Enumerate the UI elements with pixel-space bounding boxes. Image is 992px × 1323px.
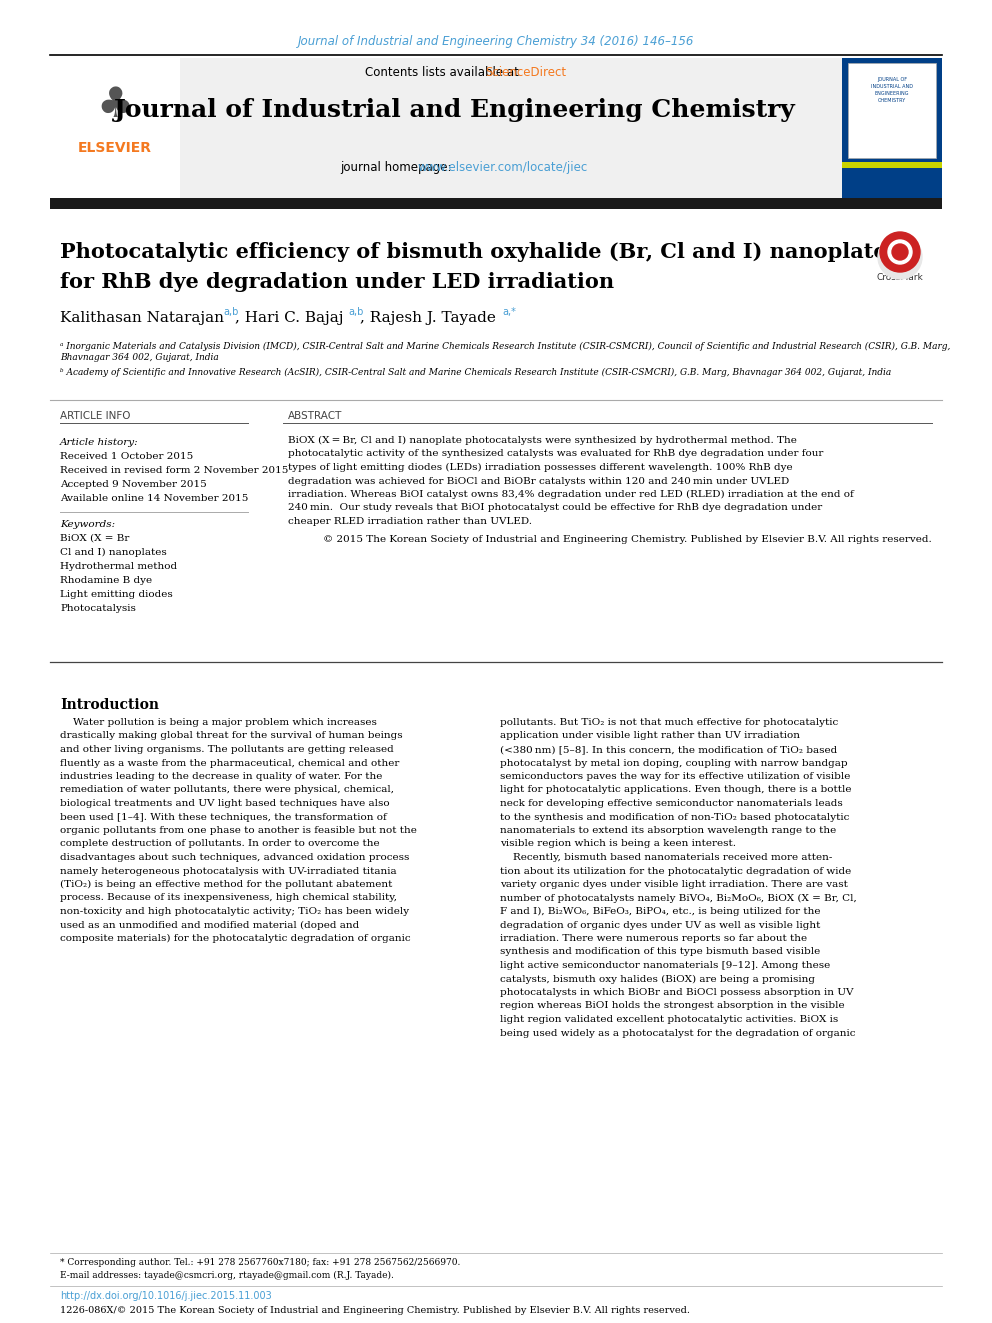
Text: synthesis and modification of this type bismuth based visible: synthesis and modification of this type … <box>500 947 820 957</box>
Circle shape <box>880 232 920 273</box>
Text: neck for developing effective semiconductor nanomaterials leads: neck for developing effective semiconduc… <box>500 799 843 808</box>
Text: a,b: a,b <box>348 307 363 318</box>
Text: degradation of organic dyes under UV as well as visible light: degradation of organic dyes under UV as … <box>500 921 820 930</box>
Text: ARTICLE INFO: ARTICLE INFO <box>60 411 131 421</box>
Text: ABSTRACT: ABSTRACT <box>288 411 342 421</box>
Text: CrossMark: CrossMark <box>877 274 924 283</box>
Text: nanomaterials to extend its absorption wavelength range to the: nanomaterials to extend its absorption w… <box>500 826 836 835</box>
Text: Kalithasan Natarajan: Kalithasan Natarajan <box>60 311 224 325</box>
Text: 240 min.  Our study reveals that BiOI photocatalyst could be effective for RhB d: 240 min. Our study reveals that BiOI pho… <box>288 504 822 512</box>
Text: 1226-086X/© 2015 The Korean Society of Industrial and Engineering Chemistry. Pub: 1226-086X/© 2015 The Korean Society of I… <box>60 1306 690 1315</box>
Text: types of light emitting diodes (LEDs) irradiation possesses different wavelength: types of light emitting diodes (LEDs) ir… <box>288 463 793 472</box>
Text: a,*: a,* <box>502 307 516 318</box>
Text: journal homepage:: journal homepage: <box>340 161 455 175</box>
Text: been used [1–4]. With these techniques, the transformation of: been used [1–4]. With these techniques, … <box>60 812 387 822</box>
Text: Hydrothermal method: Hydrothermal method <box>60 562 178 572</box>
Text: Water pollution is being a major problem which increases: Water pollution is being a major problem… <box>60 718 377 728</box>
Text: remediation of water pollutants, there were physical, chemical,: remediation of water pollutants, there w… <box>60 786 394 795</box>
Text: photocatalytic activity of the synthesized catalysts was evaluated for RhB dye d: photocatalytic activity of the synthesiz… <box>288 450 823 459</box>
Text: ScienceDirect: ScienceDirect <box>485 66 566 79</box>
Bar <box>842 58 942 198</box>
Text: a,b: a,b <box>223 307 238 318</box>
Text: Article history:: Article history: <box>60 438 139 447</box>
Text: complete destruction of pollutants. In order to overcome the: complete destruction of pollutants. In o… <box>60 840 380 848</box>
Text: Light emitting diodes: Light emitting diodes <box>60 590 173 599</box>
Text: number of photocatalysts namely BiVO₄, Bi₂MoO₆, BiOX (X = Br, Cl,: number of photocatalysts namely BiVO₄, B… <box>500 893 857 902</box>
Text: catalysts, bismuth oxy halides (BiOX) are being a promising: catalysts, bismuth oxy halides (BiOX) ar… <box>500 975 815 983</box>
Text: for RhB dye degradation under LED irradiation: for RhB dye degradation under LED irradi… <box>60 273 614 292</box>
Text: composite materials) for the photocatalytic degradation of organic: composite materials) for the photocataly… <box>60 934 411 943</box>
Text: (TiO₂) is being an effective method for the pollutant abatement: (TiO₂) is being an effective method for … <box>60 880 393 889</box>
Text: namely heterogeneous photocatalysis with UV-irradiated titania: namely heterogeneous photocatalysis with… <box>60 867 397 876</box>
Text: cheaper RLED irradiation rather than UVLED.: cheaper RLED irradiation rather than UVL… <box>288 517 532 527</box>
Text: irradiation. There were numerous reports so far about the: irradiation. There were numerous reports… <box>500 934 807 943</box>
Text: JOURNAL OF
INDUSTRIAL AND
ENGINEERING
CHEMISTRY: JOURNAL OF INDUSTRIAL AND ENGINEERING CH… <box>871 77 913 103</box>
Circle shape <box>888 239 912 265</box>
Text: application under visible light rather than UV irradiation: application under visible light rather t… <box>500 732 800 741</box>
Text: Accepted 9 November 2015: Accepted 9 November 2015 <box>60 480 206 490</box>
Circle shape <box>878 235 922 279</box>
Text: www.elsevier.com/locate/jiec: www.elsevier.com/locate/jiec <box>418 161 587 175</box>
Text: disadvantages about such techniques, advanced oxidation process: disadvantages about such techniques, adv… <box>60 853 410 863</box>
Text: semiconductors paves the way for its effective utilization of visible: semiconductors paves the way for its eff… <box>500 773 850 781</box>
Bar <box>50 58 180 198</box>
Text: BiOX (X = Br, Cl and I) nanoplate photocatalysts were synthesized by hydrotherma: BiOX (X = Br, Cl and I) nanoplate photoc… <box>288 437 797 445</box>
Text: Keywords:: Keywords: <box>60 520 115 529</box>
Text: fluently as a waste from the pharmaceutical, chemical and other: fluently as a waste from the pharmaceuti… <box>60 758 400 767</box>
Bar <box>842 161 942 168</box>
Text: Contents lists available at: Contents lists available at <box>365 66 523 79</box>
Text: drastically making global threat for the survival of human beings: drastically making global threat for the… <box>60 732 403 741</box>
Text: ELSEVIER: ELSEVIER <box>78 142 152 155</box>
Text: biological treatments and UV light based techniques have also: biological treatments and UV light based… <box>60 799 390 808</box>
Bar <box>50 198 942 209</box>
Text: visible region which is being a keen interest.: visible region which is being a keen int… <box>500 840 736 848</box>
Text: Available online 14 November 2015: Available online 14 November 2015 <box>60 493 248 503</box>
Text: ♣: ♣ <box>96 83 134 126</box>
Text: photocatalysts in which BiOBr and BiOCl possess absorption in UV: photocatalysts in which BiOBr and BiOCl … <box>500 988 853 998</box>
Text: Photocatalysis: Photocatalysis <box>60 605 136 613</box>
Text: E-mail addresses: tayade@csmcri.org, rtayade@gmail.com (R.J. Tayade).: E-mail addresses: tayade@csmcri.org, rta… <box>60 1271 394 1281</box>
Text: tion about its utilization for the photocatalytic degradation of wide: tion about its utilization for the photo… <box>500 867 851 876</box>
Text: process. Because of its inexpensiveness, high chemical stability,: process. Because of its inexpensiveness,… <box>60 893 397 902</box>
Text: used as an unmodified and modified material (doped and: used as an unmodified and modified mater… <box>60 921 359 930</box>
Text: degradation was achieved for BiOCl and BiOBr catalysts within 120 and 240 min un: degradation was achieved for BiOCl and B… <box>288 476 790 486</box>
Text: organic pollutants from one phase to another is feasible but not the: organic pollutants from one phase to ano… <box>60 826 417 835</box>
Text: irradiation. Whereas BiOI catalyst owns 83,4% degradation under red LED (RLED) i: irradiation. Whereas BiOI catalyst owns … <box>288 490 854 499</box>
Text: light for photocatalytic applications. Even though, there is a bottle: light for photocatalytic applications. E… <box>500 786 851 795</box>
Text: Cl and I) nanoplates: Cl and I) nanoplates <box>60 548 167 557</box>
Text: , Hari C. Bajaj: , Hari C. Bajaj <box>235 311 343 325</box>
Text: photocatalyst by metal ion doping, coupling with narrow bandgap: photocatalyst by metal ion doping, coupl… <box>500 758 847 767</box>
Text: * Corresponding author. Tel.: +91 278 2567760x7180; fax: +91 278 2567562/2566970: * Corresponding author. Tel.: +91 278 25… <box>60 1258 460 1267</box>
Text: , Rajesh J. Tayade: , Rajesh J. Tayade <box>360 311 496 325</box>
Text: ᵃ Inorganic Materials and Catalysis Division (IMCD), CSIR-Central Salt and Marin: ᵃ Inorganic Materials and Catalysis Divi… <box>60 343 950 361</box>
Text: Received 1 October 2015: Received 1 October 2015 <box>60 452 193 460</box>
Text: © 2015 The Korean Society of Industrial and Engineering Chemistry. Published by : © 2015 The Korean Society of Industrial … <box>323 534 932 544</box>
Text: non-toxicity and high photocatalytic activity; TiO₂ has been widely: non-toxicity and high photocatalytic act… <box>60 908 409 916</box>
Text: http://dx.doi.org/10.1016/j.jiec.2015.11.003: http://dx.doi.org/10.1016/j.jiec.2015.11… <box>60 1291 272 1301</box>
Text: Rhodamine B dye: Rhodamine B dye <box>60 576 152 585</box>
Text: and other living organisms. The pollutants are getting released: and other living organisms. The pollutan… <box>60 745 394 754</box>
Text: Journal of Industrial and Engineering Chemistry 34 (2016) 146–156: Journal of Industrial and Engineering Ch… <box>298 36 694 49</box>
Text: (<380 nm) [5–8]. In this concern, the modification of TiO₂ based: (<380 nm) [5–8]. In this concern, the mo… <box>500 745 837 754</box>
Text: Introduction: Introduction <box>60 699 159 712</box>
Text: light region validated excellent photocatalytic activities. BiOX is: light region validated excellent photoca… <box>500 1015 838 1024</box>
Text: being used widely as a photocatalyst for the degradation of organic: being used widely as a photocatalyst for… <box>500 1028 855 1037</box>
Text: industries leading to the decrease in quality of water. For the: industries leading to the decrease in qu… <box>60 773 382 781</box>
Text: region whereas BiOI holds the strongest absorption in the visible: region whereas BiOI holds the strongest … <box>500 1002 844 1011</box>
Text: light active semiconductor nanomaterials [9–12]. Among these: light active semiconductor nanomaterials… <box>500 960 830 970</box>
Circle shape <box>892 243 908 261</box>
Text: BiOX (X = Br: BiOX (X = Br <box>60 534 129 542</box>
Text: Received in revised form 2 November 2015: Received in revised form 2 November 2015 <box>60 466 289 475</box>
Text: Journal of Industrial and Engineering Chemistry: Journal of Industrial and Engineering Ch… <box>114 98 796 122</box>
Text: variety organic dyes under visible light irradiation. There are vast: variety organic dyes under visible light… <box>500 880 848 889</box>
Text: ᵇ Academy of Scientific and Innovative Research (AcSIR), CSIR-Central Salt and M: ᵇ Academy of Scientific and Innovative R… <box>60 368 891 377</box>
Bar <box>848 64 936 157</box>
Text: Photocatalytic efficiency of bismuth oxyhalide (Br, Cl and I) nanoplates: Photocatalytic efficiency of bismuth oxy… <box>60 242 899 262</box>
Text: pollutants. But TiO₂ is not that much effective for photocatalytic: pollutants. But TiO₂ is not that much ef… <box>500 718 838 728</box>
Text: F and I), Bi₂WO₆, BiFeO₃, BiPO₄, etc., is being utilized for the: F and I), Bi₂WO₆, BiFeO₃, BiPO₄, etc., i… <box>500 908 820 916</box>
Text: Recently, bismuth based nanomaterials received more atten-: Recently, bismuth based nanomaterials re… <box>500 853 832 863</box>
Bar <box>50 58 842 198</box>
Text: to the synthesis and modification of non-TiO₂ based photocatalytic: to the synthesis and modification of non… <box>500 812 849 822</box>
